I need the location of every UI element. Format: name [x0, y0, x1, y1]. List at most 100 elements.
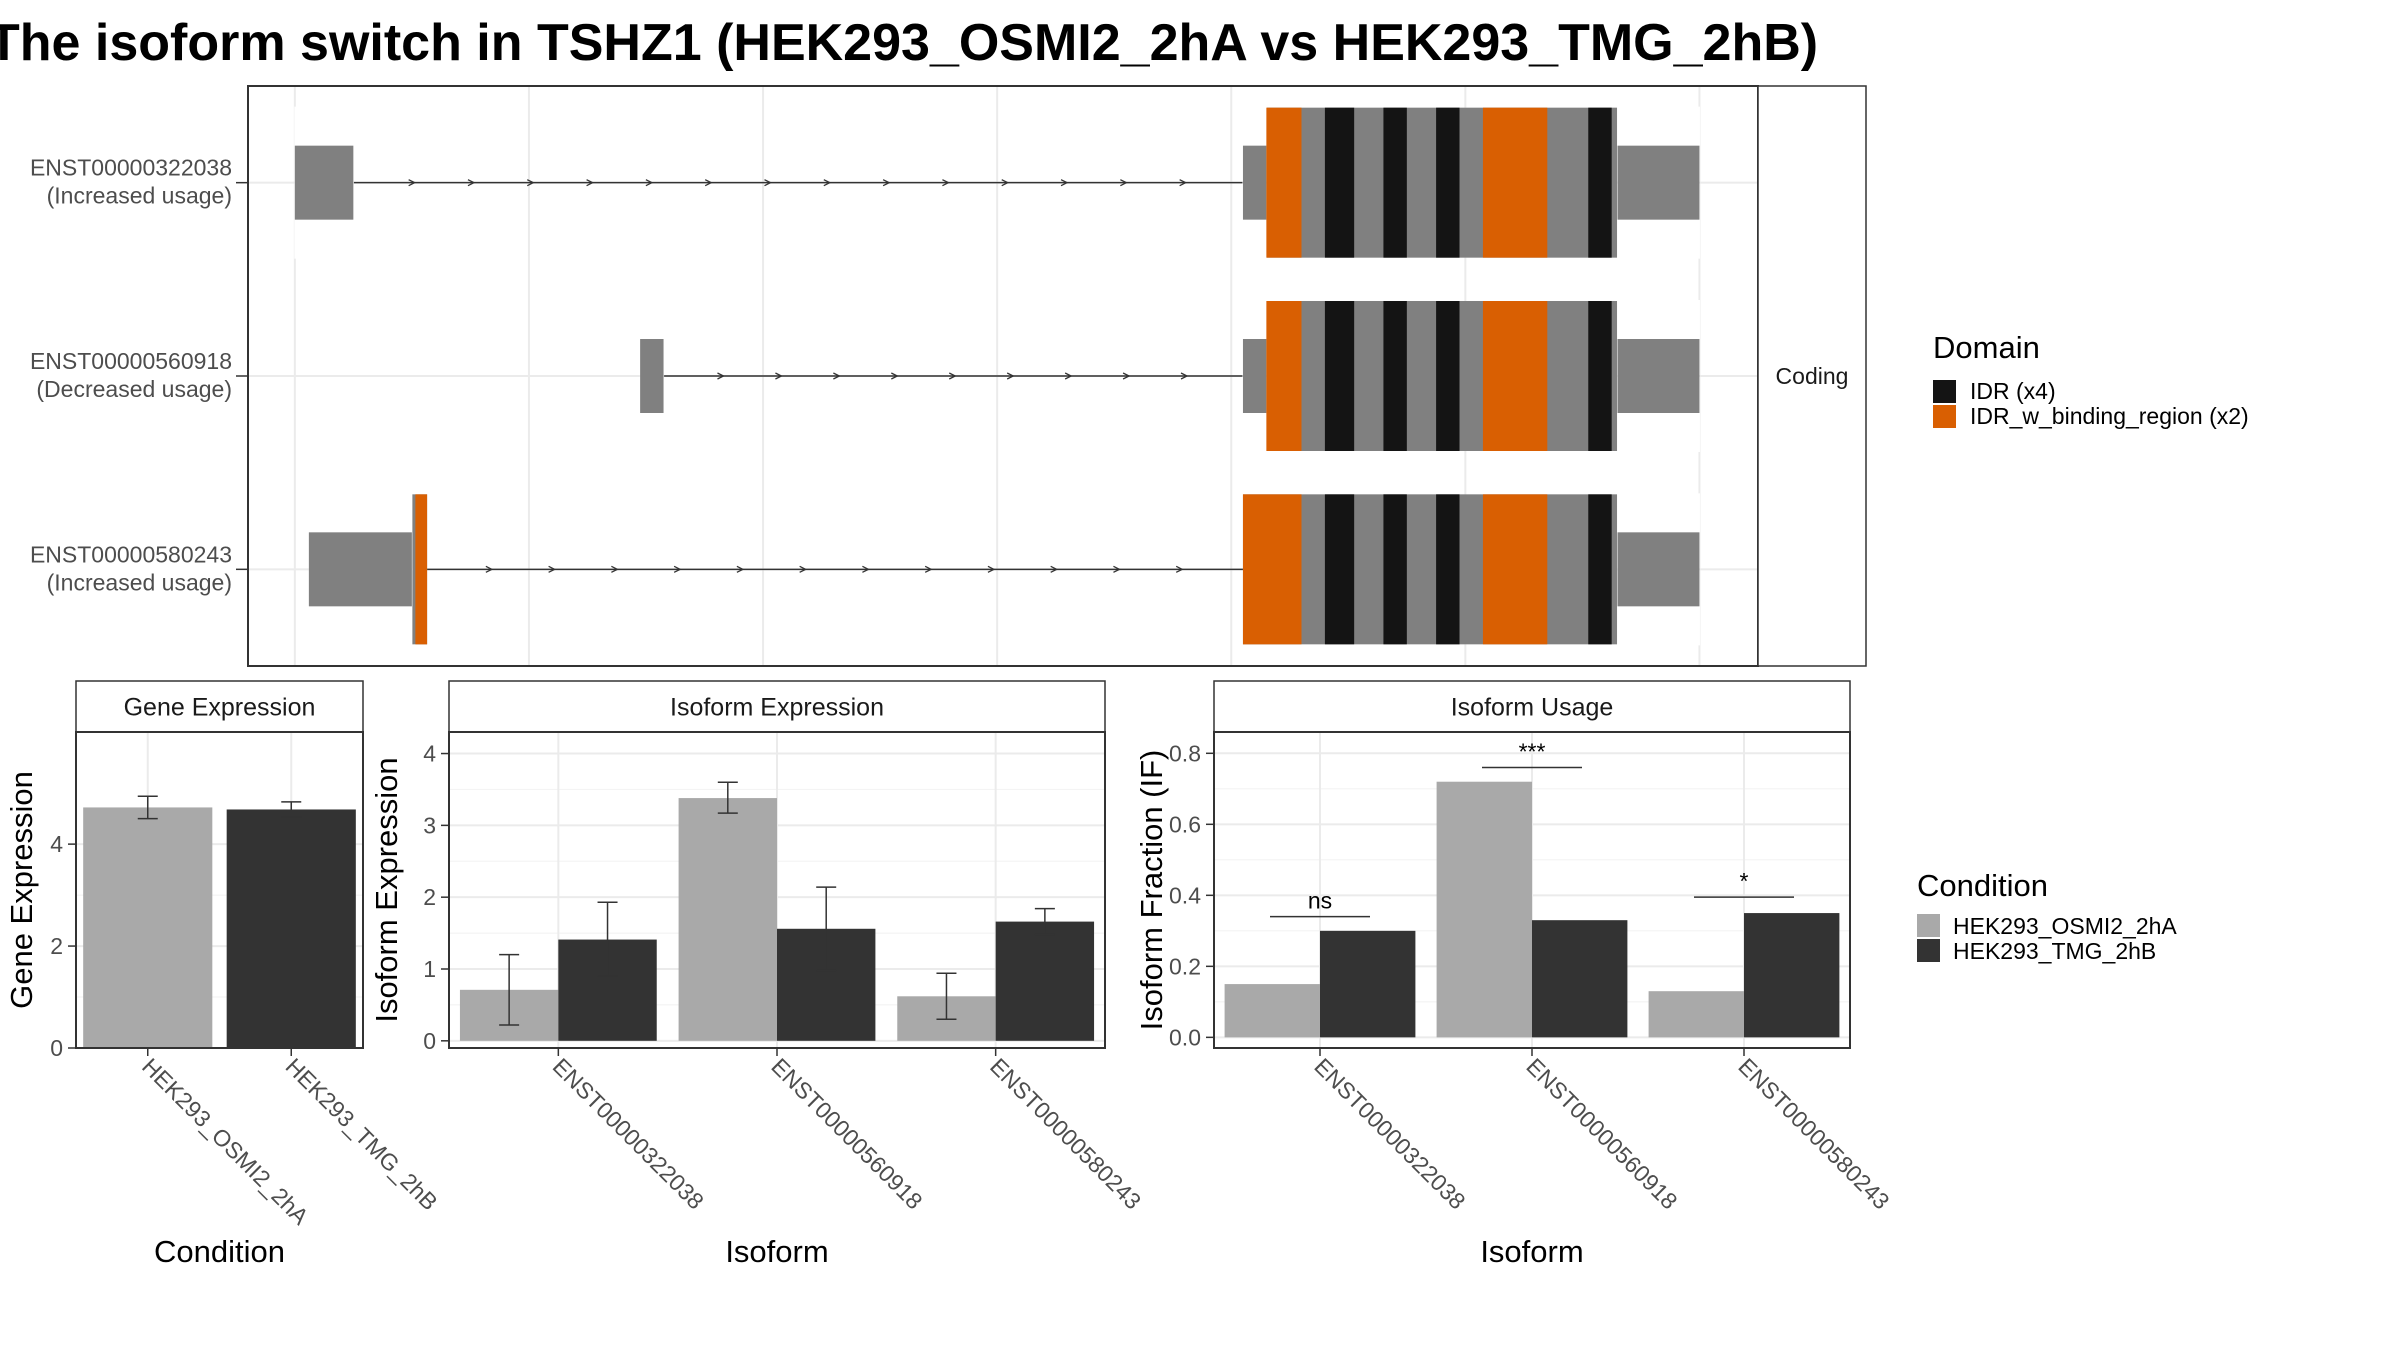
intron-arrow: [1175, 565, 1184, 573]
facet-label: Coding: [1776, 363, 1849, 389]
intron-arrow: [1050, 565, 1059, 573]
x-axis-title: Isoform: [1480, 1234, 1583, 1269]
intron-arrow: [611, 565, 619, 573]
intron-arrow: [1179, 179, 1188, 187]
idr-domain: [1324, 107, 1355, 258]
idr-domain: [1383, 107, 1407, 258]
intron-arrow: [1122, 372, 1131, 380]
intron-arrow: [548, 565, 557, 573]
intron-arrow: [717, 372, 725, 380]
significance-label: ***: [1519, 739, 1546, 765]
y-axis-title: Isoform Fraction (IF): [1134, 750, 1169, 1031]
intron-arrow: [1120, 179, 1128, 187]
x-tick-label: HEK293_OSMI2_2hA: [137, 1053, 314, 1230]
intron-arrow: [891, 372, 899, 380]
transcript-label: ENST00000322038: [30, 155, 232, 181]
domain-legend-key: [1933, 405, 1956, 428]
domain-legend-label: IDR (x4): [1970, 378, 2056, 404]
bar: [678, 798, 777, 1041]
x-tick-label: ENST00000560918: [1521, 1053, 1682, 1214]
y-axis-title: Isoform Expression: [369, 757, 404, 1022]
x-tick-label: ENST00000322038: [548, 1053, 709, 1214]
idr-binding-domain: [415, 494, 428, 645]
y-tick-label: 0.6: [1169, 811, 1201, 837]
x-tick-label: ENST00000560918: [766, 1053, 927, 1214]
condition-legend-label: HEK293_TMG_2hB: [1953, 938, 2156, 964]
condition-legend-title: Condition: [1917, 868, 2048, 903]
bar: [1532, 920, 1628, 1038]
utr-block: [1617, 339, 1700, 413]
idr-domain: [1324, 301, 1355, 451]
intron-arrow: [736, 565, 745, 573]
x-axis-title: Isoform: [725, 1234, 828, 1269]
bar-panel-3: Isoform Usagens****0.00.20.40.60.8ENST00…: [1134, 680, 1895, 1269]
significance-label: ns: [1308, 888, 1332, 914]
intron-arrow: [408, 179, 417, 187]
idr-domain: [1588, 301, 1612, 451]
significance-label: *: [1740, 868, 1749, 894]
condition-legend-key: [1917, 939, 1940, 962]
panel-strip-title: Isoform Expression: [670, 694, 884, 722]
figure-title: The isoform switch in TSHZ1 (HEK293_OSMI…: [0, 14, 1818, 72]
intron-arrow: [1180, 372, 1189, 380]
intron-arrow: [467, 179, 476, 187]
y-tick-label: 1: [423, 956, 436, 982]
bar: [1648, 991, 1744, 1038]
x-tick-label: ENST00000322038: [1309, 1053, 1470, 1214]
panel-strip: [75, 680, 364, 733]
y-tick-label: 2: [50, 933, 63, 959]
transcript-usage-label: (Increased usage): [47, 183, 232, 209]
intron-arrow: [775, 372, 783, 380]
condition-legend-key: [1917, 914, 1940, 937]
bar: [1744, 913, 1840, 1038]
intron-arrow: [882, 179, 891, 187]
idr-domain: [1588, 107, 1612, 258]
intron-arrow: [924, 565, 933, 573]
idr-binding-domain: [1482, 301, 1548, 451]
bar: [226, 809, 356, 1048]
transcript-label: ENST00000560918: [30, 348, 232, 374]
y-tick-label: 0.4: [1169, 882, 1201, 908]
x-axis-title: Condition: [154, 1234, 285, 1269]
intron-arrow: [1006, 372, 1015, 380]
idr-domain: [1436, 494, 1460, 645]
intron-arrow: [526, 179, 535, 187]
bar: [83, 807, 213, 1048]
idr-binding-domain: [1482, 107, 1548, 258]
utr-block: [1617, 145, 1700, 220]
domain-legend-key: [1933, 380, 1956, 403]
intron-arrow: [704, 179, 713, 187]
bar-panel-2: Isoform Expression 0 1 2 3 4 ENST00000322038 EN…: [369, 680, 1146, 1269]
x-tick-label: HEK293_TMG_2hB: [281, 1053, 443, 1215]
transcript-usage-label: (Increased usage): [47, 569, 232, 595]
idr-domain: [1383, 494, 1407, 645]
intron-arrow: [799, 565, 808, 573]
y-tick-label: 0: [50, 1035, 63, 1061]
transcript-row-ENST00000580243: ENST00000580243(Increased usage): [30, 493, 1700, 646]
idr-domain: [1324, 494, 1355, 645]
condition-legend-label: HEK293_OSMI2_2hA: [1953, 913, 2177, 939]
bar: [1224, 984, 1320, 1038]
y-tick-label: 0.2: [1169, 953, 1201, 979]
facet-strip: [1757, 85, 1867, 667]
y-axis-title: Gene Expression: [4, 771, 39, 1009]
intron-arrow: [673, 565, 682, 573]
intron-arrow: [586, 179, 595, 187]
panel-strip: [448, 680, 1106, 733]
transcript-label: ENST00000580243: [30, 541, 232, 567]
idr-domain: [1436, 107, 1460, 258]
intron-arrow: [764, 179, 772, 187]
intron-arrow: [942, 179, 950, 187]
panel-strip-title: Gene Expression: [124, 694, 316, 722]
y-tick-label: 3: [423, 812, 436, 838]
transcript-usage-label: (Decreased usage): [36, 376, 232, 402]
domain-legend-title: Domain: [1933, 330, 2040, 365]
utr-block: [294, 145, 354, 220]
idr-domain: [1383, 301, 1407, 451]
utr-block: [640, 339, 664, 413]
utr-block: [308, 532, 412, 607]
intron-arrow: [1113, 565, 1121, 573]
intron-arrow: [833, 372, 841, 380]
